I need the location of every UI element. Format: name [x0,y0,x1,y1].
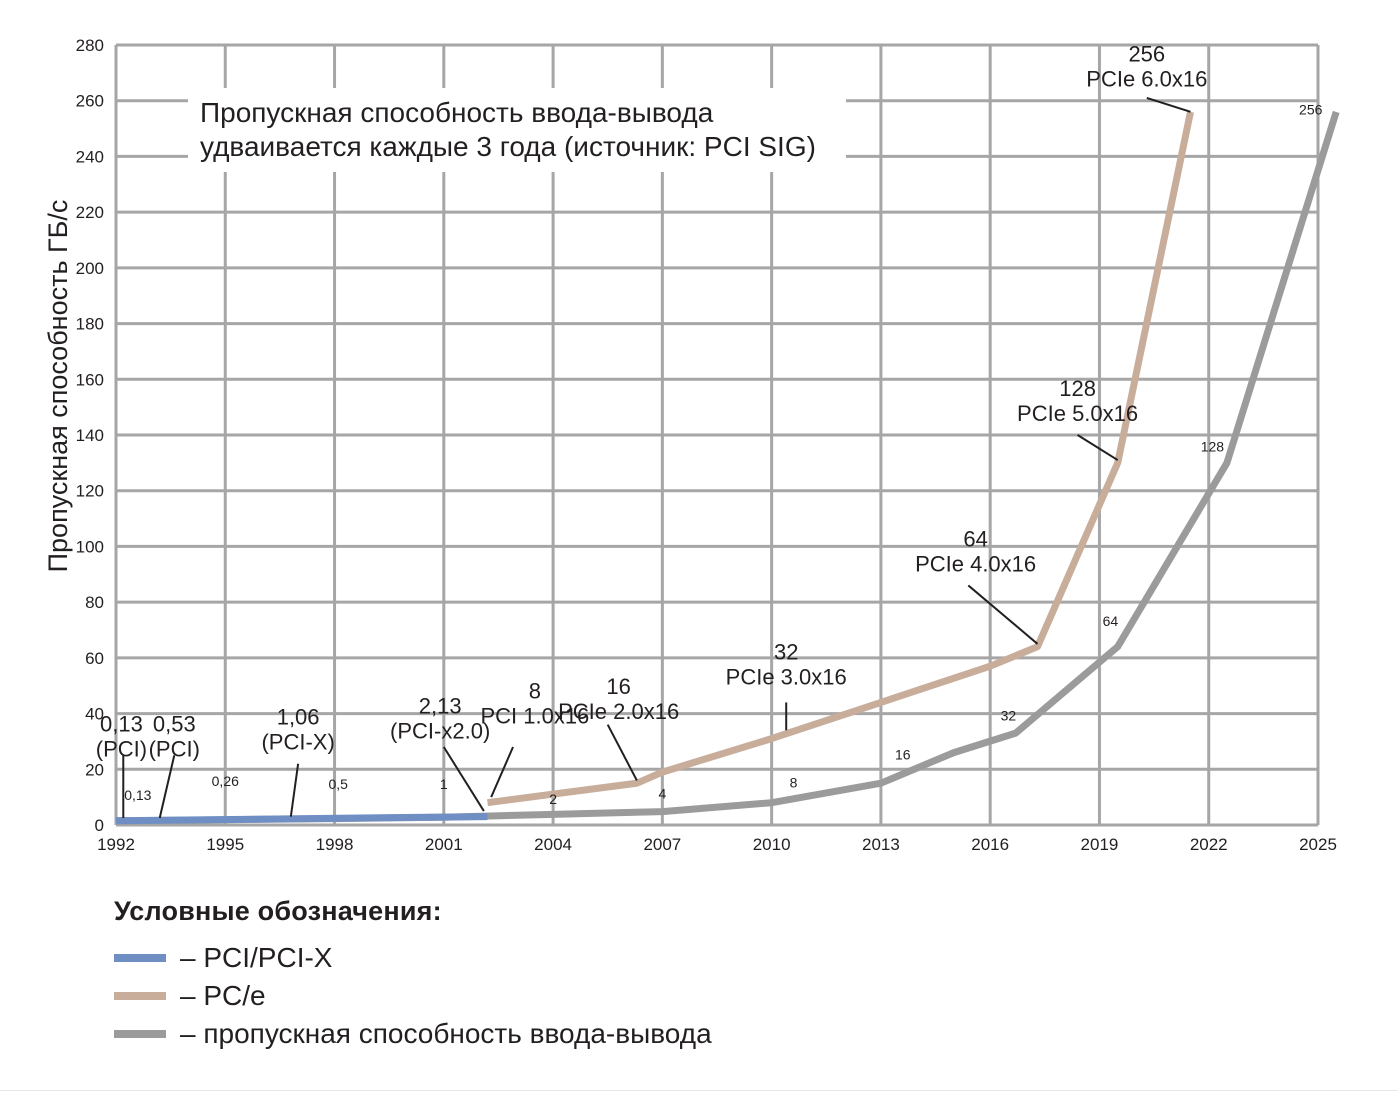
x-tick-label: 2025 [1299,835,1337,854]
x-tick-label: 2019 [1081,835,1119,854]
callout-label: 64 [963,526,987,551]
io-value-labels: 0,13 0,26 0,5 1 2 4 8 16 32 64 128 256 [124,102,1322,807]
y-tick-label: 280 [76,36,104,55]
callout-label: 0,53 [153,712,196,737]
callout-labels: 0,13(PCI)0,53(PCI)1,06(PCI-X)2,13(PCI-x2… [96,42,1207,819]
y-tick-label: 240 [76,147,104,166]
callout-leader [442,746,485,812]
series-line-1 [487,111,1194,807]
legend-swatch-pcie [114,992,166,1000]
callout-label: 128 [1059,376,1096,401]
callout-leader [1146,96,1191,113]
io-value-label: 4 [658,786,666,802]
y-tick-label: 200 [76,259,104,278]
callout-leader [490,746,514,798]
io-value-label: 128 [1201,439,1225,455]
y-tick-label: 260 [76,92,104,111]
io-value-label: 2 [549,791,557,807]
legend-label-pcie: – PC/e [180,980,266,1011]
io-value-label: 0,5 [328,776,348,792]
io-value-label: 1 [440,776,448,792]
callout-leader [1077,434,1119,461]
legend: Условные обозначения: – PCI/PCI-X – PC/e… [114,896,712,1053]
x-tick-label: 2004 [534,835,572,854]
legend-label-io: – пропускная способность ввода-вывода [180,1018,712,1049]
callout-label: PCIe 4.0x16 [915,551,1036,576]
y-tick-label: 80 [85,593,104,612]
y-tick-label: 220 [76,203,104,222]
y-axis-label: Пропускная способность ГБ/с [43,200,73,573]
x-tick-label: 2022 [1190,835,1228,854]
y-tick-label: 160 [76,370,104,389]
callout-leader [289,763,300,817]
legend-label-pci: – PCI/PCI-X [180,942,333,973]
callout-label: (PCI) [96,737,147,762]
callout-leader [606,724,638,781]
callout-label: 16 [606,674,630,699]
legend-item-io: – пропускная способность ввода-вывода [114,1015,712,1053]
y-tick-label: 20 [85,760,104,779]
legend-title: Условные обозначения: [114,896,442,926]
x-tick-label: 1998 [316,835,354,854]
legend-item-pci: – PCI/PCI-X [114,939,712,977]
y-tick-label: 140 [76,426,104,445]
x-tick-label: 1992 [97,835,135,854]
callout-label: 32 [774,639,798,664]
x-tick-label: 2007 [643,835,681,854]
bottom-divider [0,1090,1397,1091]
x-tick-label: 2016 [971,835,1009,854]
io-value-label: 64 [1103,613,1119,629]
y-tick-label: 40 [85,705,104,724]
callout-label: PCI 1.0x16 [480,703,589,728]
chart-title: Пропускная способность ввода-выводаудваи… [188,88,846,172]
title-line: Пропускная способность ввода-вывода [200,97,714,128]
x-tick-label: 2010 [753,835,791,854]
callout-label: (PCI-x2.0) [390,719,490,744]
callout-leader [967,584,1039,645]
io-value-label: 16 [895,747,911,763]
callout-label: 0,13 [100,712,143,737]
callout-label: PCIe 3.0x16 [726,664,847,689]
callout-label: (PCI-X) [261,730,334,755]
title-line: удваивается каждые 3 года (источник: PCI… [200,131,816,162]
y-tick-label: 180 [76,315,104,334]
chart-series [115,110,1340,825]
callout-label: 2,13 [419,694,462,719]
callout-label: (PCI) [149,737,200,762]
y-tick-label: 120 [76,482,104,501]
legend-swatch-io [114,1030,166,1038]
x-tick-label: 1995 [206,835,244,854]
series-line-0 [115,813,488,825]
legend-item-pcie: – PC/e [114,977,712,1015]
x-tick-label: 2013 [862,835,900,854]
title-background [188,88,846,172]
legend-swatch-pci [114,954,166,962]
io-value-label: 32 [1001,708,1017,724]
callout-label: 8 [529,678,541,703]
callout-label: 1,06 [277,705,320,730]
callout-label: PCIe 5.0x16 [1017,401,1138,426]
y-tick-label: 100 [76,537,104,556]
callout-label: PCIe 2.0x16 [558,699,679,724]
io-value-label: 256 [1299,102,1323,118]
callout-label: 256 [1128,42,1165,67]
io-value-label: 0,26 [212,773,239,789]
bandwidth-chart: Пропускная способность ввода-выводаудваи… [43,36,1340,854]
axis-ticks: 0 20 40 60 80 100 120 140 160 180 200 220 240 260 280 1… [76,36,1337,854]
y-tick-label: 0 [95,816,104,835]
callout-leader [158,755,176,819]
io-value-label: 8 [790,774,798,790]
x-tick-label: 2001 [425,835,463,854]
callout-label: PCIe 6.0x16 [1086,67,1207,92]
io-value-label: 0,13 [124,787,151,803]
y-tick-label: 60 [85,649,104,668]
